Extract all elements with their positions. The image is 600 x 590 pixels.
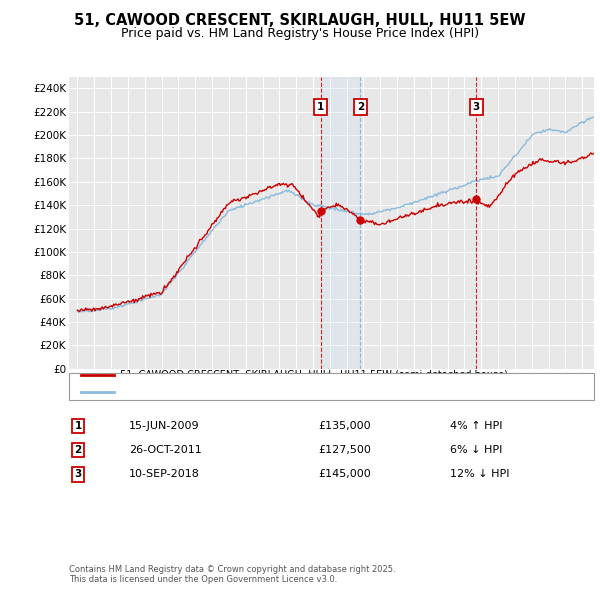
Text: 26-OCT-2011: 26-OCT-2011 <box>129 445 202 455</box>
Text: 12% ↓ HPI: 12% ↓ HPI <box>450 470 509 479</box>
Text: 10-SEP-2018: 10-SEP-2018 <box>129 470 200 479</box>
Text: 51, CAWOOD CRESCENT, SKIRLAUGH, HULL, HU11 5EW: 51, CAWOOD CRESCENT, SKIRLAUGH, HULL, HU… <box>74 13 526 28</box>
Text: 15-JUN-2009: 15-JUN-2009 <box>129 421 200 431</box>
Text: £135,000: £135,000 <box>318 421 371 431</box>
Text: 3: 3 <box>74 470 82 479</box>
Text: 4% ↑ HPI: 4% ↑ HPI <box>450 421 503 431</box>
Text: Contains HM Land Registry data © Crown copyright and database right 2025.
This d: Contains HM Land Registry data © Crown c… <box>69 565 395 584</box>
Text: HPI: Average price, semi-detached house, East Riding of Yorkshire: HPI: Average price, semi-detached house,… <box>120 387 442 396</box>
Text: 3: 3 <box>472 103 479 112</box>
Text: 1: 1 <box>74 421 82 431</box>
Text: £145,000: £145,000 <box>318 470 371 479</box>
Text: Price paid vs. HM Land Registry's House Price Index (HPI): Price paid vs. HM Land Registry's House … <box>121 27 479 40</box>
Text: 6% ↓ HPI: 6% ↓ HPI <box>450 445 502 455</box>
Text: 1: 1 <box>317 103 324 112</box>
Text: 2: 2 <box>357 103 364 112</box>
Bar <box>320 77 361 369</box>
Text: £127,500: £127,500 <box>318 445 371 455</box>
Text: 2: 2 <box>74 445 82 455</box>
Text: 51, CAWOOD CRESCENT, SKIRLAUGH, HULL, HU11 5EW (semi-detached house): 51, CAWOOD CRESCENT, SKIRLAUGH, HULL, HU… <box>120 370 508 379</box>
